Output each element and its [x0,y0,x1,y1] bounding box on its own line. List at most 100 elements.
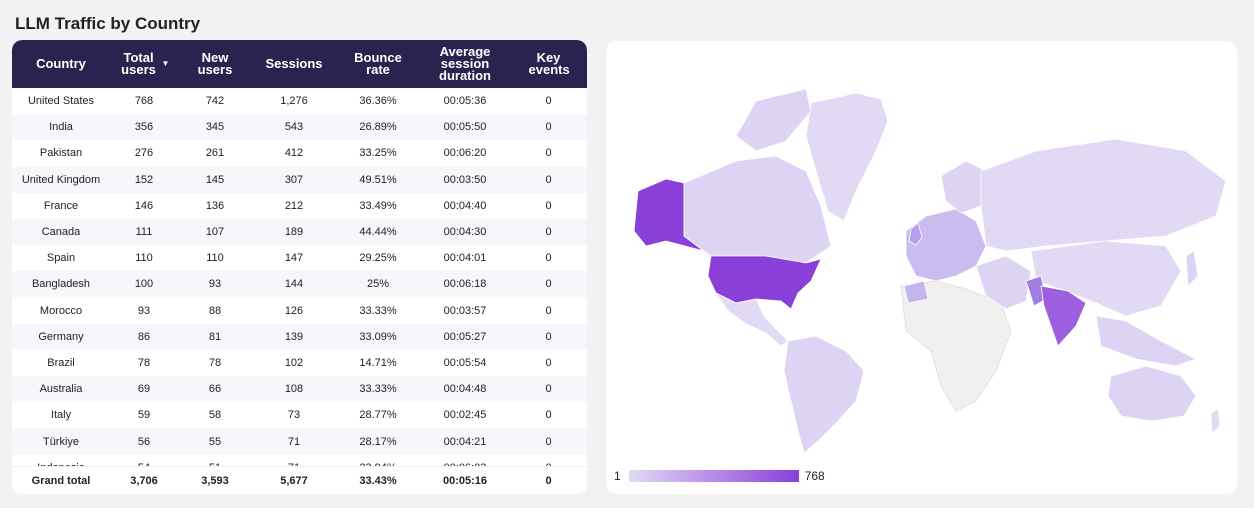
map-region-africa[interactable] [900,280,1012,412]
table-cell: 0 [545,252,552,265]
map-region-canada[interactable] [683,155,832,264]
table-cell: 0 [545,226,552,239]
table-cell: 88 [208,304,222,317]
table-row[interactable]: Türkiye 56 55 71 28.17% 00:04:21 0 [12,428,587,455]
table-cell: 356 [134,121,154,134]
table-cell: 139 [284,330,304,343]
table-row[interactable]: Pakistan 276 261 412 33.25% 00:06:20 0 [12,140,587,166]
table-cell: 33.25% [359,147,397,160]
footer-cell: 0 [545,474,552,487]
table-footer-grand-total: Grand total 3,706 3,593 5,677 33.43% 00:… [12,466,587,494]
table-cell: 23.94% [336,462,420,466]
map-region-greenland[interactable] [805,92,889,222]
table-cell: 44.44% [359,226,397,239]
table-cell: 345 [205,121,225,134]
table-cell: France [43,199,79,212]
table-cell: Italy [50,409,72,422]
world-map[interactable] [606,41,1237,461]
table-cell: 00:04:21 [443,435,487,448]
table-row[interactable]: Germany 86 81 139 33.09% 00:05:27 0 [12,323,587,350]
table-cell: 0 [545,409,552,422]
map-region-japan[interactable] [1185,250,1199,287]
table-cell: United Kingdom [21,173,101,186]
header-country[interactable]: Country [36,56,86,71]
map-region-united-kingdom[interactable] [908,222,923,246]
table-cell: Morocco [39,304,83,317]
table-cell: Pakistan [39,147,83,160]
table-cell: United States [27,95,95,108]
table-row[interactable]: Spain 110 110 147 29.25% 00:04:01 0 [12,245,587,271]
legend-max-label: 768 [804,469,825,483]
table-cell: 147 [284,252,304,265]
table-cell: 00:04:01 [443,252,487,265]
country-table: Country Total users ▼ New users Sessions … [12,40,587,494]
header-total-users[interactable]: Total users ▼ [121,50,170,77]
table-cell: Germany [38,330,84,343]
table-cell: Bangladesh [31,278,91,291]
table-cell: 00:04:40 [443,199,487,212]
legend-gradient-bar [628,470,799,482]
table-cell: 71 [252,462,336,466]
map-region-scandinavia[interactable] [940,160,987,214]
table-row[interactable]: Australia 69 66 108 33.33% 00:04:48 0 [12,376,587,403]
map-region-europe[interactable] [905,208,987,282]
footer-cell: 3,593 [201,474,229,487]
table-cell: 69 [137,383,151,396]
table-row[interactable]: Italy 59 58 73 28.77% 00:02:45 0 [12,402,587,428]
table-cell: 152 [134,173,154,186]
table-cell: 00:02:45 [443,409,487,422]
world-map-card: 1 768 [606,41,1237,494]
map-region-india[interactable] [1040,285,1087,347]
table-row[interactable]: India 356 345 543 26.89% 00:05:50 0 [12,114,587,141]
table-cell: 59 [137,409,151,422]
table-row[interactable]: Morocco 93 88 126 33.33% 00:03:57 0 [12,298,587,324]
table-cell: 28.77% [359,409,397,422]
table-cell: 00:05:36 [443,95,487,108]
map-region-southeast-asia[interactable] [1095,315,1198,367]
header-sessions[interactable]: Sessions [265,56,323,71]
table-cell: Australia [39,383,83,396]
table-cell: 00:05:54 [443,356,487,369]
map-region-australia[interactable] [1107,365,1197,422]
table-cell: 1,276 [280,95,308,108]
table-cell: 0 [545,356,552,369]
table-cell: 00:06:03 [420,462,510,466]
map-region-canada-islands[interactable] [735,88,812,152]
map-region-middle-east[interactable] [975,255,1032,310]
table-cell: 33.33% [359,383,397,396]
table-cell: 71 [287,435,301,448]
table-cell: 25% [366,278,390,291]
table-cell: 0 [545,278,552,291]
header-key-events[interactable]: Key events [528,50,570,77]
table-cell: 108 [284,383,304,396]
table-cell: 00:05:50 [443,121,487,134]
map-region-china[interactable] [1030,240,1182,317]
header-new-users[interactable]: New users [197,50,233,77]
table-cell: 126 [284,304,304,317]
table-row[interactable]: Indonesia54517123.94%00:06:030 [12,455,587,466]
table-row[interactable]: United States 768 742 1,276 36.36% 00:05:36 0 [12,88,587,114]
table-cell: 0 [545,383,552,396]
table-cell: 00:06:20 [443,147,487,160]
table-cell: Indonesia [12,462,110,466]
table-cell: 78 [208,356,222,369]
map-region-new-zealand[interactable] [1210,408,1221,434]
table-row[interactable]: Canada 111 107 189 44.44% 00:04:30 0 [12,218,587,246]
table-cell: 00:06:18 [443,278,487,291]
table-row[interactable]: Bangladesh 100 93 144 25% 00:06:18 0 [12,271,587,298]
table-cell: 100 [134,278,154,291]
table-cell: 56 [137,435,151,448]
table-cell: 189 [284,226,304,239]
table-row[interactable]: Brazil 78 78 102 14.71% 00:05:54 0 [12,350,587,376]
map-region-morocco[interactable] [903,280,929,304]
legend-min-label: 1 [614,469,621,483]
table-cell: 36.36% [359,95,397,108]
table-cell: 33.49% [359,199,397,212]
header-avg-session-duration[interactable]: Average session duration [439,44,491,83]
table-row[interactable]: France 146 136 212 33.49% 00:04:40 0 [12,193,587,219]
table-row[interactable]: United Kingdom 152 145 307 49.51% 00:03:50 0 [12,166,587,193]
header-bounce-rate[interactable]: Bounce rate [354,50,402,77]
map-region-south-america[interactable] [783,335,865,454]
table-cell: 33.33% [359,304,397,317]
map-region-russia[interactable] [980,138,1227,252]
